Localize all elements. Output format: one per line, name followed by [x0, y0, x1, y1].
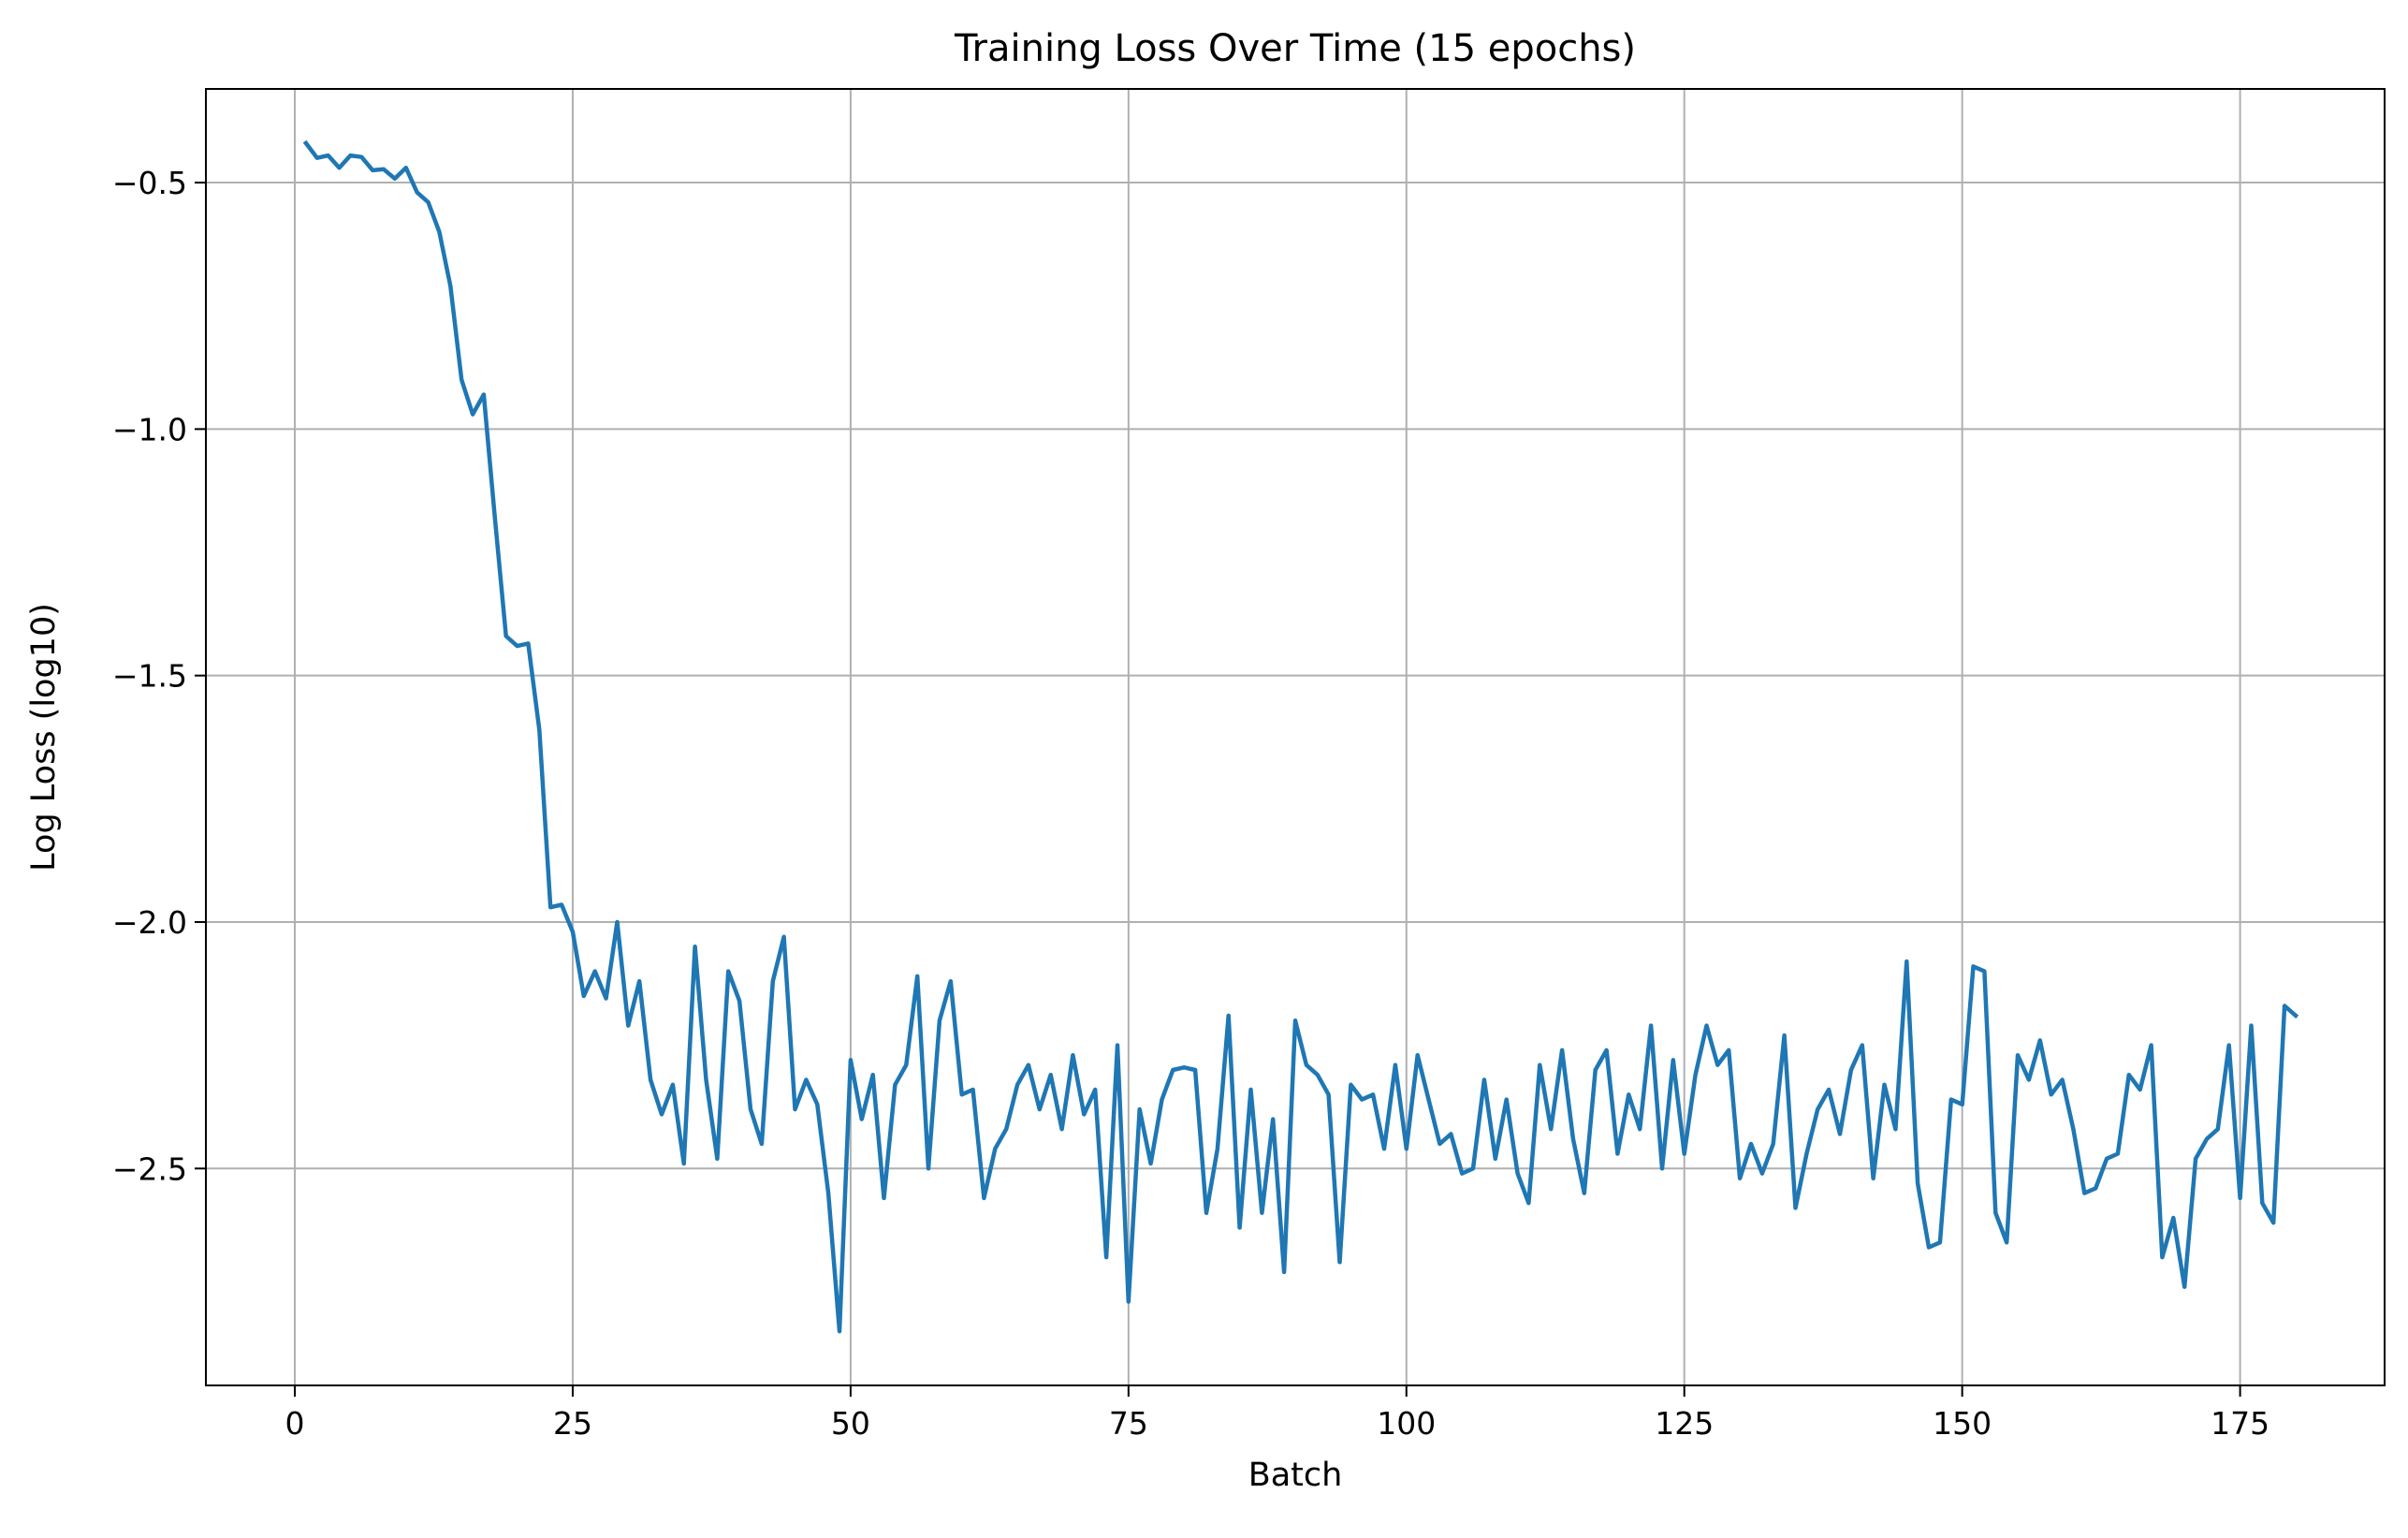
x-tick-label: 100 — [1377, 1405, 1436, 1442]
plot-frame — [205, 88, 2386, 1386]
y-tick-label: −2.5 — [112, 1150, 187, 1187]
x-tick-label: 0 — [285, 1405, 305, 1442]
y-tick-label: −0.5 — [112, 165, 187, 201]
series-layer — [302, 139, 2299, 1334]
x-tick-label: 50 — [831, 1405, 870, 1442]
ticks: 0 25 50 75 100 125 150 175 −0.5 −1.0 −1.5 −2.0 −2.5 — [112, 165, 2269, 1442]
x-tick-label: 75 — [1109, 1405, 1148, 1442]
y-tick-label: −1.0 — [112, 411, 187, 447]
y-tick-label: −2.0 — [112, 904, 187, 941]
x-tick-label: 125 — [1655, 1405, 1714, 1442]
y-tick-label: −1.5 — [112, 658, 187, 695]
chart-title: Training Loss Over Time (15 epochs) — [954, 27, 1636, 70]
x-tick-label: 150 — [1933, 1405, 1992, 1442]
x-tick-label: 175 — [2211, 1405, 2269, 1442]
y-axis-label: Log Loss (log10) — [25, 603, 63, 872]
x-axis-label: Batch — [1248, 1457, 1343, 1494]
x-tick-label: 25 — [553, 1405, 592, 1442]
loss-line — [302, 139, 2299, 1334]
